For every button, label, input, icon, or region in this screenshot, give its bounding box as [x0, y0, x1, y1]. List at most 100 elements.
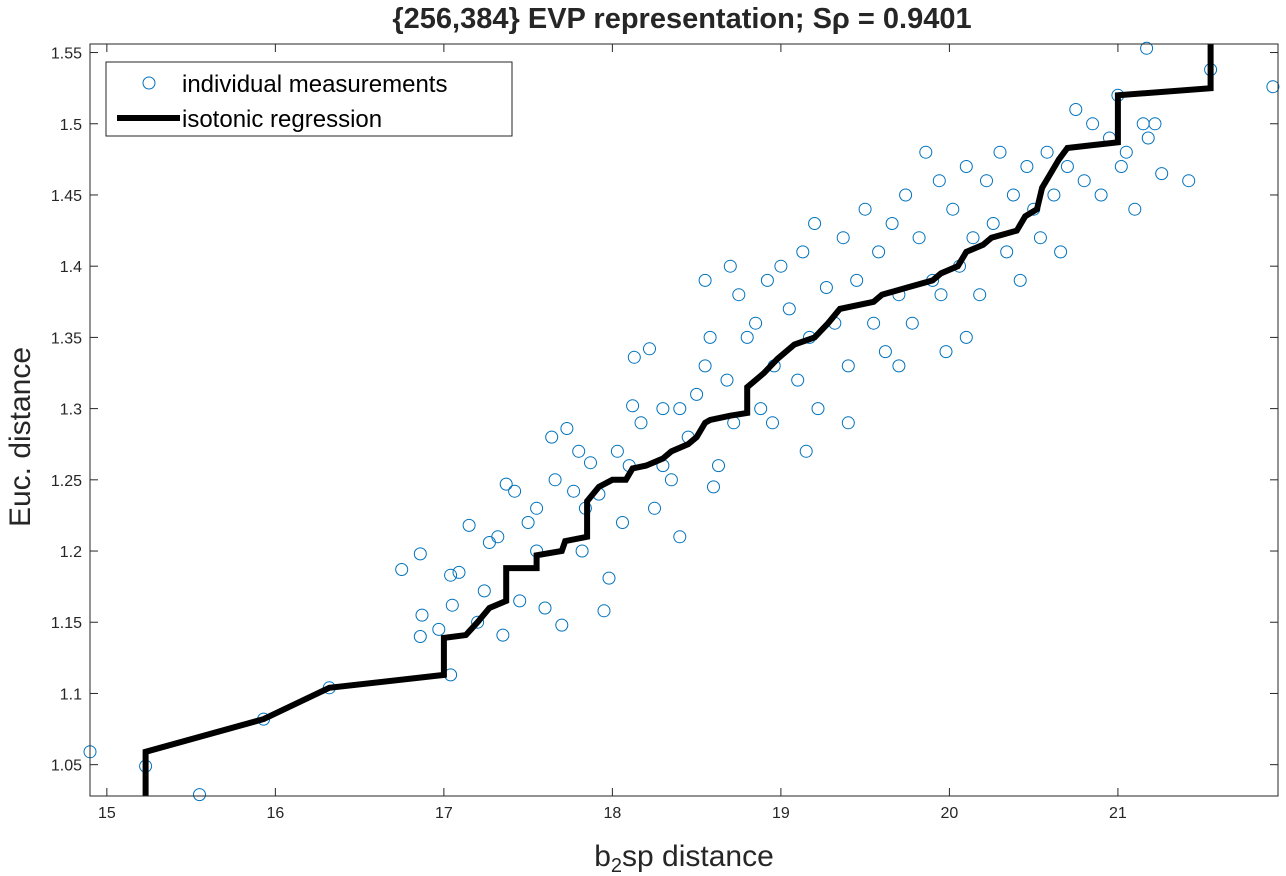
scatter-point	[1086, 117, 1100, 131]
x-tick-label: 20	[941, 805, 959, 822]
scatter-point	[1148, 117, 1162, 131]
scatter-point	[1094, 188, 1108, 202]
scatter-point	[799, 444, 813, 458]
scatter-point	[796, 245, 810, 259]
x-tick-label: 15	[98, 805, 116, 822]
y-tick-label: 1.3	[60, 402, 82, 419]
scatter-point	[572, 444, 586, 458]
scatter-point	[885, 217, 899, 230]
scatter-point	[841, 359, 855, 373]
scatter-point	[973, 288, 987, 302]
scatter-point	[986, 217, 1000, 230]
scatter-point	[538, 601, 552, 615]
scatter-point	[939, 345, 953, 359]
scatter-point	[673, 530, 687, 544]
scatter-point	[760, 273, 774, 287]
scatter-point	[575, 544, 589, 558]
scatter-point	[548, 473, 562, 487]
scatter-point	[1013, 273, 1027, 287]
x-tick-label: 19	[772, 805, 790, 822]
scatter-point	[1140, 41, 1154, 55]
scatter-point	[732, 288, 746, 302]
y-tick-label: 1.5	[60, 117, 82, 134]
scatter-point	[934, 288, 948, 302]
scatter-point	[413, 547, 427, 561]
scatter-point	[698, 273, 712, 287]
y-tick-label: 1.55	[51, 46, 82, 63]
scatter-point	[912, 231, 926, 245]
scatter-point	[673, 402, 687, 416]
legend-label-isotonic-regression: isotonic regression	[182, 106, 382, 133]
scatter-point	[634, 416, 648, 430]
y-axis-label: Euc. distance	[4, 347, 37, 527]
scatter-point	[432, 622, 446, 636]
scatter-point	[444, 568, 458, 582]
scatter-point	[892, 359, 906, 373]
scatter-point	[749, 316, 763, 330]
legend: individual measurements isotonic regress…	[105, 61, 513, 137]
scatter-point	[703, 330, 717, 344]
scatter-point	[754, 402, 768, 416]
y-tick-label: 1.25	[51, 473, 82, 490]
x-axis-label-prefix: b	[594, 840, 611, 873]
scatter-point	[1266, 80, 1280, 94]
scatter-point	[867, 316, 881, 330]
scatter-point	[791, 373, 805, 387]
y-tick-label: 1.2	[60, 544, 82, 561]
x-tick-label: 18	[603, 805, 621, 822]
scatter-point	[808, 217, 822, 230]
y-tick-label: 1.35	[51, 330, 82, 347]
x-axis-label: b2sp distance	[594, 840, 774, 876]
scatter-point	[980, 174, 993, 188]
scatter-point	[858, 202, 872, 216]
scatter-point	[626, 399, 640, 413]
scatter-point	[616, 516, 629, 529]
scatter-point	[496, 628, 510, 642]
scatter-point	[567, 484, 581, 498]
scatter-point	[1020, 160, 1034, 173]
scatter-point	[872, 245, 886, 259]
y-tick-label: 1.45	[51, 188, 82, 205]
scatter-point	[499, 477, 513, 491]
scatter-point	[836, 231, 850, 245]
scatter-point	[643, 342, 656, 356]
scatter-point	[712, 459, 725, 473]
plot-area-frame	[89, 43, 1279, 797]
scatter-point	[530, 501, 544, 515]
scatter-point	[1182, 174, 1196, 188]
scatter-point	[932, 174, 946, 188]
scatter-point	[919, 145, 933, 159]
scatter-point	[664, 473, 678, 487]
scatter-point	[415, 608, 429, 622]
x-tick-label: 21	[1109, 805, 1127, 822]
scatter-point	[1000, 245, 1014, 259]
y-tick-label: 1.05	[51, 758, 82, 775]
scatter-point	[584, 456, 597, 470]
legend-label-individual-measurements: individual measurements	[182, 71, 447, 98]
scatter-point	[782, 302, 796, 316]
scatter-point	[445, 598, 459, 612]
scatter-point	[193, 788, 206, 802]
scatter-point	[597, 604, 611, 618]
x-axis-label-suffix: sp distance	[622, 840, 774, 873]
scatter-point	[1069, 103, 1083, 116]
scatter-point	[477, 584, 491, 598]
scatter-point	[602, 571, 616, 585]
scatter-point	[1141, 131, 1155, 145]
y-tick-label: 1.15	[51, 615, 82, 632]
scatter-point	[648, 501, 661, 515]
y-axis-ticks: 1.05 1.1 1.15 1.2 1.25 1.3 1.35 1.4 1.45 1.5 1.55	[51, 46, 1278, 775]
scatter-point	[819, 281, 833, 294]
scatter-point	[740, 330, 754, 344]
scatter-point	[1114, 160, 1128, 173]
scatter-point	[395, 563, 409, 576]
y-tick-label: 1.4	[60, 259, 82, 276]
scatter-point	[774, 259, 788, 273]
scatter-point	[462, 518, 476, 532]
scatter-point	[560, 422, 574, 435]
scatter-point	[491, 530, 505, 544]
scatter-point	[1047, 188, 1061, 202]
scatter-point	[513, 594, 527, 608]
scatter-point	[1136, 117, 1150, 131]
scatter-point	[959, 160, 973, 173]
